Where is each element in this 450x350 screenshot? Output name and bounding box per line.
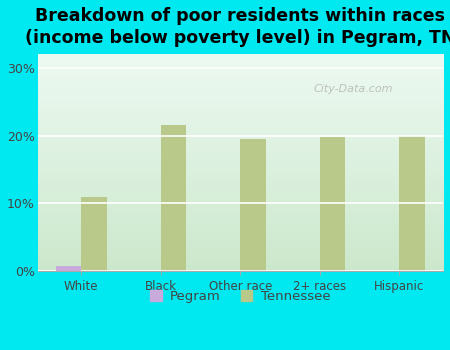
Text: City-Data.com: City-Data.com [313, 84, 393, 94]
Bar [81, 197, 107, 271]
Bar [399, 136, 425, 271]
Title: Breakdown of poor residents within races
(income below poverty level) in Pegram,: Breakdown of poor residents within races… [25, 7, 450, 47]
Bar [320, 137, 345, 271]
Bar [240, 139, 266, 271]
Bar [161, 125, 186, 271]
Legend: Pegram, Tennessee: Pegram, Tennessee [145, 284, 336, 308]
Bar [56, 266, 81, 271]
